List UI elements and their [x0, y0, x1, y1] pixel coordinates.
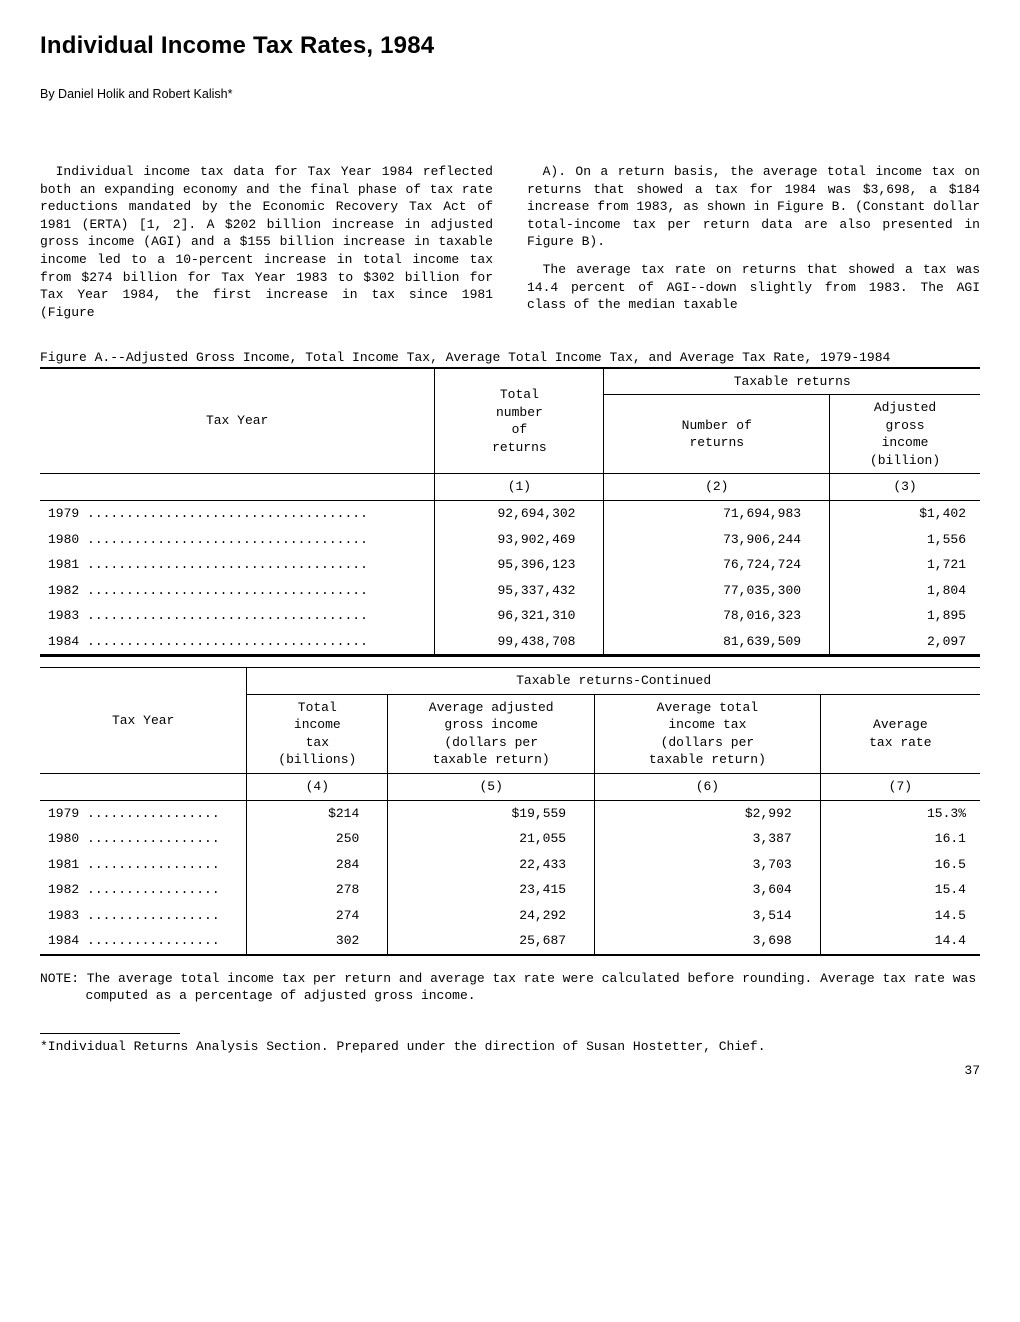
th-num-returns: Number of returns: [604, 395, 830, 474]
figure-a-cont-table: Tax Year Taxable returns-Continued Total…: [40, 667, 980, 955]
table-row: 1979 ...................................…: [40, 501, 980, 527]
body-para-1: Individual income tax data for Tax Year …: [40, 163, 493, 321]
colnum-3: (3): [830, 474, 980, 501]
table-row: 1983 ................. 274 24,292 3,514 …: [40, 903, 980, 929]
th-c4: Total income tax (billions): [247, 694, 388, 773]
table-row: 1981 ................. 284 22,433 3,703 …: [40, 852, 980, 878]
body-para-3: The average tax rate on returns that sho…: [527, 261, 980, 314]
colnum-7: (7): [820, 774, 980, 801]
colnum-2: (2): [604, 474, 830, 501]
colnum-blank-2: [40, 774, 247, 801]
th-c6: Average total income tax (dollars per ta…: [595, 694, 821, 773]
table-row: 1984 ...................................…: [40, 629, 980, 655]
th-taxable-span: Taxable returns: [604, 368, 980, 395]
table-row: 1981 ...................................…: [40, 552, 980, 578]
page-number: 37: [40, 1062, 980, 1080]
page-title: Individual Income Tax Rates, 1984: [40, 30, 980, 62]
colnum-1: (1): [435, 474, 604, 501]
th-c5: Average adjusted gross income (dollars p…: [388, 694, 595, 773]
table-row: 1979 ................. $214 $19,559 $2,9…: [40, 800, 980, 826]
colnum-6: (6): [595, 774, 821, 801]
colnum-4: (4): [247, 774, 388, 801]
th-c7: Average tax rate: [820, 694, 980, 773]
figure-a-cont-rows: 1979 ................. $214 $19,559 $2,9…: [40, 800, 980, 954]
table-note: NOTE: The average total income tax per r…: [40, 970, 980, 1005]
figure-a-table: Tax Year Total number of returns Taxable…: [40, 367, 980, 656]
colnum-5: (5): [388, 774, 595, 801]
th-agi: Adjusted gross income (billion): [830, 395, 980, 474]
footnote: *Individual Returns Analysis Section. Pr…: [40, 1038, 980, 1056]
th-tax-year: Tax Year: [40, 368, 435, 474]
byline: By Daniel Holik and Robert Kalish*: [40, 86, 980, 103]
colnum-blank: [40, 474, 435, 501]
table-row: 1983 ...................................…: [40, 603, 980, 629]
body-para-2: A). On a return basis, the average total…: [527, 163, 980, 251]
th-total-returns: Total number of returns: [435, 368, 604, 474]
table-row: 1984 ................. 302 25,687 3,698 …: [40, 928, 980, 954]
footnote-rule: [40, 1033, 180, 1034]
table-row: 1982 ...................................…: [40, 578, 980, 604]
table-row: 1980 ...................................…: [40, 527, 980, 553]
figure-a-rows: 1979 ...................................…: [40, 501, 980, 655]
th-tax-year-2: Tax Year: [40, 668, 247, 774]
body-text: Individual income tax data for Tax Year …: [40, 163, 980, 321]
table-row: 1980 ................. 250 21,055 3,387 …: [40, 826, 980, 852]
table-row: 1982 ................. 278 23,415 3,604 …: [40, 877, 980, 903]
th-taxable-cont-span: Taxable returns-Continued: [247, 668, 980, 695]
figure-a-caption: Figure A.--Adjusted Gross Income, Total …: [40, 349, 980, 367]
